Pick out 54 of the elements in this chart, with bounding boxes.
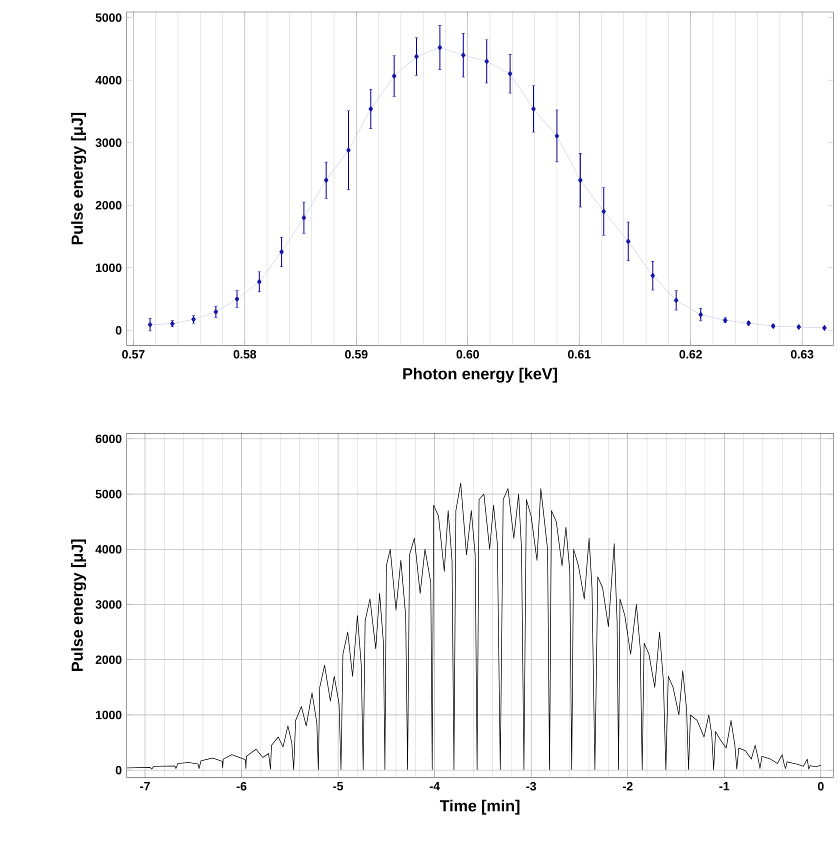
y-tick-label: 5000	[96, 13, 122, 22]
x-tick-label: -5	[333, 782, 344, 790]
point	[148, 322, 152, 328]
x-tick-label: -2	[622, 782, 633, 790]
point	[257, 278, 262, 285]
x-tick-label: -6	[236, 782, 246, 791]
y-tick-label: 0	[116, 766, 122, 774]
point	[626, 238, 631, 244]
point	[578, 177, 583, 184]
x-tick-label: 0.60	[456, 350, 479, 359]
point	[554, 133, 560, 139]
y-tick-label: 1000	[96, 710, 122, 720]
point	[214, 308, 218, 315]
point	[279, 248, 284, 255]
x-axis-title: Photon energy [keV]	[403, 368, 557, 383]
x-axis-title: Time [min]	[440, 800, 520, 815]
x-tick-label: -4	[430, 782, 440, 790]
x-tick-label: 0	[818, 782, 824, 791]
x-tick-label: -3	[526, 782, 536, 791]
y-tick-label: 3000	[96, 138, 122, 147]
point	[234, 296, 240, 302]
point	[438, 44, 442, 51]
point	[346, 147, 351, 154]
point	[674, 297, 678, 304]
y-tick-label: 6000	[96, 434, 122, 444]
y-tick-label: 5000	[96, 490, 122, 498]
x-tick-label: -1	[719, 782, 730, 790]
point	[461, 52, 466, 58]
point	[368, 106, 374, 112]
point	[302, 214, 306, 221]
y-tick-label: 2000	[96, 655, 122, 664]
x-tick-label: 0.57	[122, 350, 145, 359]
y-tick-label: 3000	[96, 600, 122, 609]
y-tick-label: 2000	[96, 200, 122, 210]
point	[650, 272, 656, 279]
point	[698, 312, 703, 318]
point	[484, 58, 489, 64]
point	[508, 70, 512, 77]
y-tick-label: 0	[116, 326, 122, 335]
x-tick-label: 0.63	[790, 350, 814, 359]
y-tick-label: 4000	[95, 76, 122, 84]
x-tick-label: 0.58	[234, 350, 256, 359]
line-series	[126, 482, 822, 770]
y-tick-label: 1000	[96, 264, 122, 272]
point	[601, 208, 606, 214]
x-tick-label: 0.62	[679, 350, 702, 359]
point	[392, 73, 396, 80]
y-axis-title: Pulse energy [μJ]	[71, 540, 86, 671]
x-tick-label: -7	[140, 782, 150, 790]
x-tick-label: 0.59	[345, 350, 368, 359]
y-tick-label: 4000	[95, 545, 122, 554]
y-axis-title: Pulse energy [μJ]	[71, 112, 86, 244]
x-tick-label: 0.61	[568, 350, 591, 359]
point	[324, 177, 328, 184]
